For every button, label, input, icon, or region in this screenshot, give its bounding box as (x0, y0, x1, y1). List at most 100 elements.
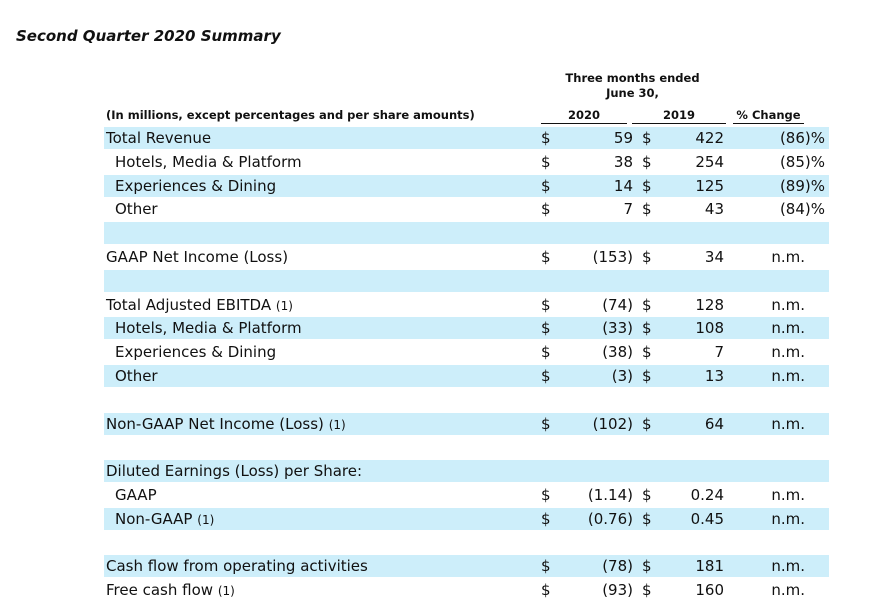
row-label: Free cash flow (1) (106, 579, 235, 602)
units-note: (In millions, except percentages and per… (106, 108, 475, 122)
currency-symbol-2020: $ (541, 177, 551, 195)
currency-symbol-2019: $ (642, 367, 652, 385)
table-spacer-row (104, 270, 829, 292)
table-row: Other $7 $43 (84)% (104, 198, 829, 220)
row-label-text: Total Revenue (106, 129, 212, 147)
table-spacer-row (104, 222, 829, 244)
value-2020: (153) (592, 248, 633, 266)
row-label: Total Adjusted EBITDA (1) (106, 294, 293, 317)
footnote-marker: (1) (275, 299, 293, 313)
percent-change: (89)% (779, 177, 825, 195)
value-2019: 128 (695, 296, 724, 314)
currency-symbol-2019: $ (642, 153, 652, 171)
footnote-marker: (1) (217, 584, 235, 598)
column-header-2019: 2019 (632, 108, 726, 124)
value-2020: (93) (602, 581, 633, 599)
value-2019: 7 (714, 343, 724, 361)
row-label-text: Free cash flow (106, 581, 214, 599)
row-label: Experiences & Dining (115, 341, 276, 363)
footnote-marker: (1) (197, 513, 215, 527)
currency-symbol-2019: $ (642, 557, 652, 575)
percent-change: n.m. (771, 486, 805, 504)
row-label: GAAP (115, 484, 157, 506)
row-label: Hotels, Media & Platform (115, 151, 302, 173)
currency-symbol-2020: $ (541, 343, 551, 361)
currency-symbol-2019: $ (642, 129, 652, 147)
value-2020: 14 (613, 177, 633, 195)
table-row: Non-GAAP Net Income (Loss) (1) $ (102) $64 n… (104, 413, 829, 435)
row-label: Hotels, Media & Platform (115, 317, 302, 339)
value-2019: 422 (695, 129, 724, 147)
value-2020: (38) (602, 343, 633, 361)
percent-change: (85)% (779, 153, 825, 171)
currency-symbol-2020: $ (541, 415, 551, 433)
table-row: Hotels, Media & Platform $38 $254 (85)% (104, 151, 829, 173)
currency-symbol-2019: $ (642, 343, 652, 361)
table-row: Experiences & Dining $ (38) $7 n.m. (104, 341, 829, 363)
row-label-text: Experiences & Dining (115, 343, 277, 361)
row-label: GAAP Net Income (Loss) (106, 246, 288, 268)
row-label-text: Diluted Earnings (Loss) per Share: (106, 462, 363, 480)
page-title: Second Quarter 2020 Summary (16, 27, 281, 45)
row-label-text: Non-GAAP Net Income (Loss) (106, 415, 324, 433)
percent-change: n.m. (771, 343, 805, 361)
currency-symbol-2020: $ (541, 248, 551, 266)
row-label-text: Cash flow from operating activities (106, 557, 368, 575)
value-2020: (1.14) (587, 486, 633, 504)
value-2019: 108 (695, 319, 724, 337)
currency-symbol-2020: $ (541, 367, 551, 385)
table-row: Total Adjusted EBITDA (1) $ (74) $128 n.m. (104, 294, 829, 316)
table-row: Hotels, Media & Platform $ (33) $108 n.m. (104, 317, 829, 339)
row-label: Other (115, 365, 158, 387)
column-header-change: % Change (733, 108, 804, 124)
value-2020: 38 (613, 153, 633, 171)
value-2020: (3) (611, 367, 633, 385)
percent-change: n.m. (771, 296, 805, 314)
percent-change: n.m. (771, 248, 805, 266)
value-2019: 125 (695, 177, 724, 195)
currency-symbol-2020: $ (541, 486, 551, 504)
table-spacer-row (104, 532, 829, 554)
table-spacer-row (104, 389, 829, 411)
currency-symbol-2020: $ (541, 581, 551, 599)
row-label-text: Experiences & Dining (115, 177, 277, 195)
currency-symbol-2019: $ (642, 486, 652, 504)
table-spacer-row (104, 436, 829, 458)
row-label-text: Other (115, 367, 158, 385)
currency-symbol-2020: $ (541, 296, 551, 314)
table-row: Free cash flow (1) $ (93) $160 n.m. (104, 579, 829, 601)
currency-symbol-2019: $ (642, 510, 652, 528)
percent-change: n.m. (771, 581, 805, 599)
value-2019: 254 (695, 153, 724, 171)
row-label-text: GAAP (115, 486, 157, 504)
currency-symbol-2019: $ (642, 319, 652, 337)
row-label: Non-GAAP (1) (115, 508, 214, 531)
row-label-text: Hotels, Media & Platform (115, 319, 302, 337)
row-label-text: Other (115, 200, 158, 218)
value-2019: 64 (704, 415, 724, 433)
currency-symbol-2019: $ (642, 248, 652, 266)
table-row: Diluted Earnings (Loss) per Share: (104, 460, 829, 482)
currency-symbol-2020: $ (541, 153, 551, 171)
currency-symbol-2019: $ (642, 415, 652, 433)
value-2020: (74) (602, 296, 633, 314)
currency-symbol-2020: $ (541, 319, 551, 337)
row-label: Cash flow from operating activities (106, 555, 368, 577)
currency-symbol-2019: $ (642, 177, 652, 195)
value-2020: 59 (613, 129, 633, 147)
table-row: Total Revenue $59 $422 (86)% (104, 127, 829, 149)
value-2019: 0.24 (690, 486, 724, 504)
percent-change: n.m. (771, 367, 805, 385)
value-2019: 181 (695, 557, 724, 575)
percent-change: n.m. (771, 415, 805, 433)
value-2019: 0.45 (690, 510, 724, 528)
row-label-text: Hotels, Media & Platform (115, 153, 302, 171)
percent-change: n.m. (771, 557, 805, 575)
value-2019: 43 (704, 200, 724, 218)
currency-symbol-2019: $ (642, 200, 652, 218)
footnote-marker: (1) (328, 418, 346, 432)
table-row: Experiences & Dining $14 $125 (89)% (104, 175, 829, 197)
period-header: Three months ended June 30, (560, 71, 705, 101)
currency-symbol-2020: $ (541, 200, 551, 218)
value-2020: (0.76) (587, 510, 633, 528)
